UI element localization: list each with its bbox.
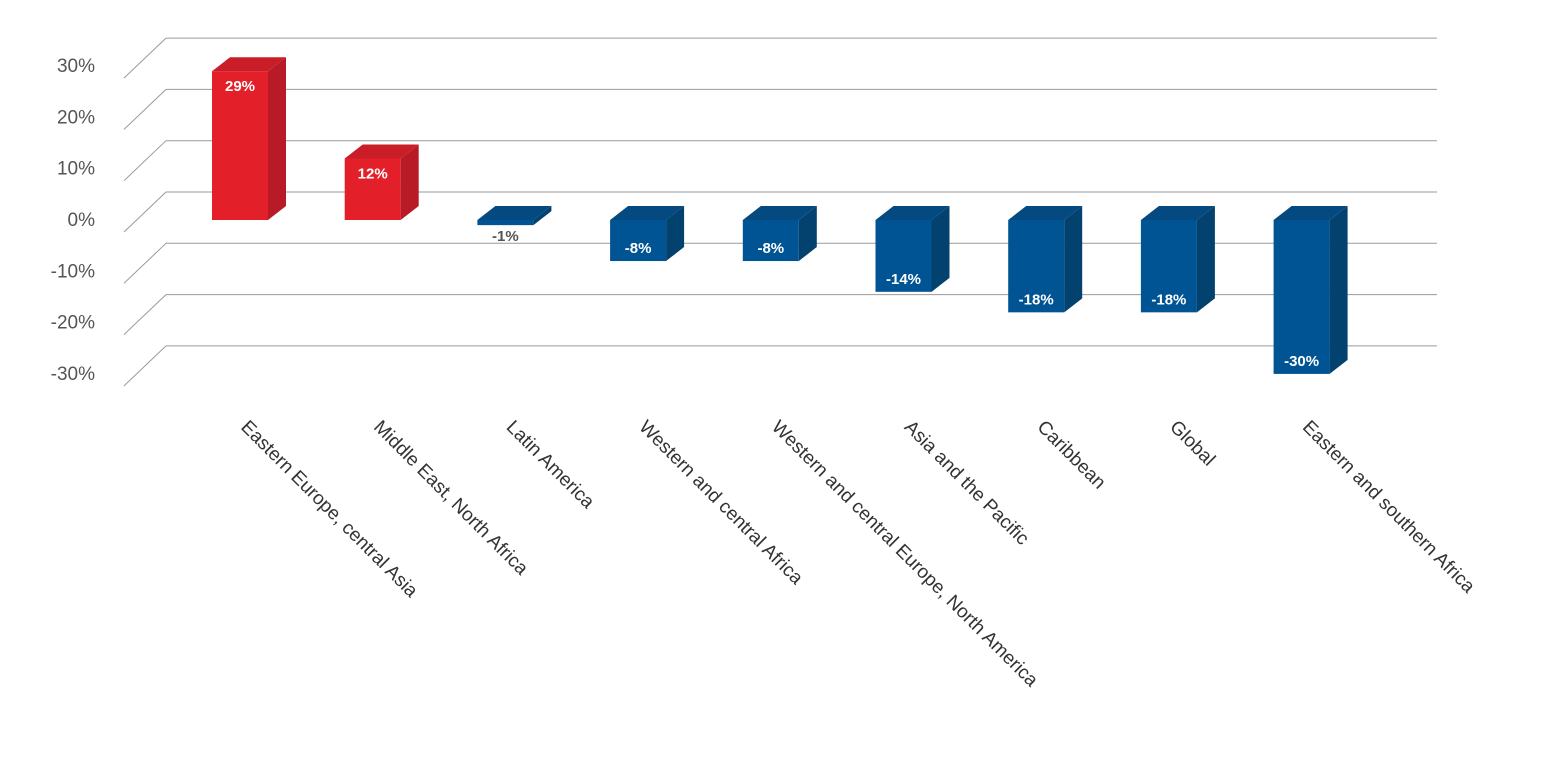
y-tick-label: 30% (57, 56, 95, 77)
gridline (123, 140, 1437, 182)
bar (1140, 206, 1215, 313)
category-label: Asia and the Pacific (900, 417, 1033, 550)
bars (212, 57, 1348, 374)
data-label: 12% (358, 165, 388, 182)
data-label: -8% (757, 240, 784, 257)
category-label: Western and central Europe, North Americ… (767, 417, 1042, 692)
data-label: -14% (886, 271, 921, 288)
bar (1273, 206, 1348, 374)
y-tick-label: -30% (51, 364, 95, 385)
data-label: -18% (1151, 291, 1186, 308)
y-tick-label: 10% (57, 159, 95, 180)
category-label: Global (1165, 417, 1219, 471)
data-label: 29% (225, 78, 255, 95)
bar (344, 144, 419, 220)
category-label: Caribbean (1033, 417, 1110, 494)
gridlines (123, 37, 1437, 387)
data-label: -18% (1019, 291, 1054, 308)
category-label: Eastern and southern Africa (1298, 417, 1479, 598)
bar (742, 206, 817, 262)
bar (212, 57, 286, 221)
category-label: Middle East, North Africa (369, 417, 532, 580)
data-labels: 29% 12% -1% -8% -8% -14% -18% -18% -30% (225, 78, 1319, 370)
gridline (123, 88, 1437, 130)
y-tick-label: -10% (51, 261, 95, 282)
y-tick-label: 20% (57, 107, 95, 128)
data-label: -30% (1284, 353, 1319, 370)
data-label: -8% (625, 240, 652, 257)
y-tick-label: -20% (51, 313, 95, 334)
bar (875, 206, 950, 292)
bar (477, 206, 552, 226)
y-axis-tick-labels: 30% 20% 10% 0% -10% -20% -30% (51, 56, 95, 385)
gridline (123, 37, 1437, 79)
bar (610, 206, 685, 262)
category-label: Latin America (502, 417, 599, 514)
gridline (123, 345, 1437, 387)
y-tick-label: 0% (68, 210, 96, 231)
data-label: -1% (492, 228, 519, 245)
bar (1008, 206, 1083, 313)
gridline (123, 294, 1437, 335)
